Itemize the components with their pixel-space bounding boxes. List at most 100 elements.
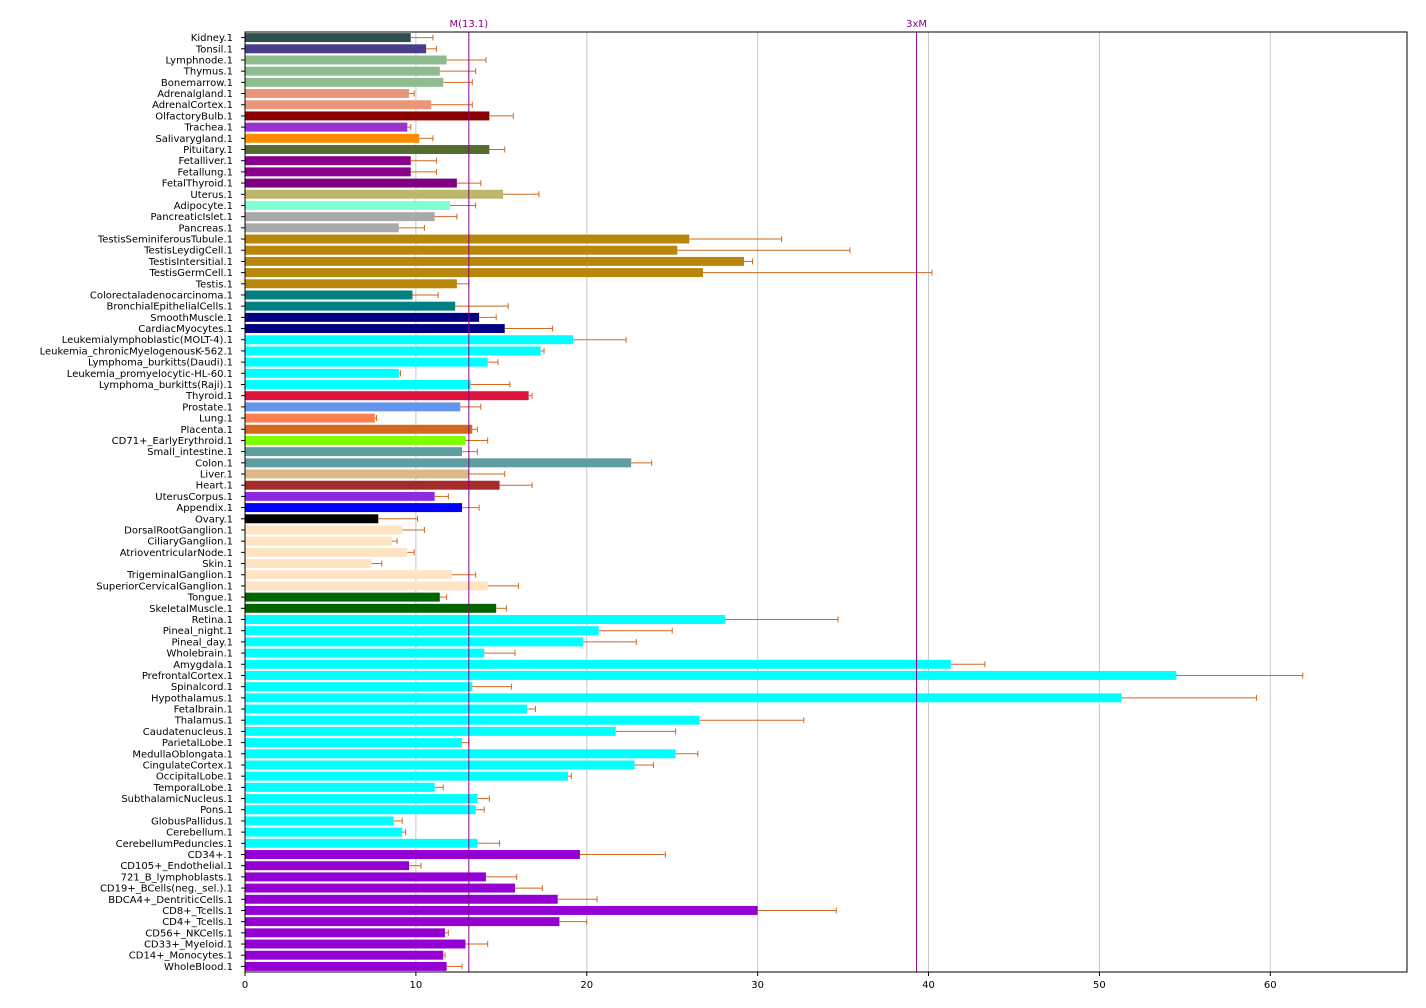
bar-24 xyxy=(245,301,456,311)
category-label-35: Placenta.1 xyxy=(180,425,233,436)
y-axis-category-labels: Kidney.1Tonsil.1Lymphnode.1Thymus.1Bonem… xyxy=(40,33,245,973)
error-bar-58 xyxy=(472,683,513,690)
error-bar-28 xyxy=(540,347,545,354)
bar-1 xyxy=(245,44,427,54)
bar-52 xyxy=(245,615,726,624)
bar-15 xyxy=(245,200,451,210)
category-label-78: CD8+_Tcells.1 xyxy=(162,906,233,917)
error-bar-8 xyxy=(407,124,412,131)
bar-27 xyxy=(245,335,574,345)
bar-19 xyxy=(245,245,678,255)
bar-57 xyxy=(245,670,1177,680)
error-bar-3 xyxy=(439,68,477,75)
category-label-49: SuperiorCervicalGanglion.1 xyxy=(96,581,233,592)
category-label-73: CD34+.1 xyxy=(188,850,233,861)
bar-55 xyxy=(245,648,485,658)
bar-76 xyxy=(245,883,515,893)
category-label-34: Lung.1 xyxy=(199,414,233,425)
bar-12 xyxy=(245,167,411,177)
category-label-6: AdrenalCortex.1 xyxy=(152,100,233,111)
category-label-74: CD105+_Endothelial.1 xyxy=(120,861,233,872)
bar-18 xyxy=(245,234,690,244)
bar-37 xyxy=(245,447,463,457)
bar-11 xyxy=(245,156,411,166)
category-label-77: BDCA4+_DentriticCells.1 xyxy=(108,895,233,906)
bar-33 xyxy=(245,402,461,412)
bar-8 xyxy=(245,122,408,132)
category-label-63: ParietalLobe.1 xyxy=(162,738,233,749)
error-bar-32 xyxy=(528,392,533,399)
error-bar-59 xyxy=(1121,694,1258,701)
error-bar-1 xyxy=(426,45,437,52)
bar-29 xyxy=(245,357,488,367)
category-label-13: FetalThyroid.1 xyxy=(162,179,233,190)
category-label-45: CiliaryGanglion.1 xyxy=(147,537,233,548)
bar-36 xyxy=(245,435,466,445)
bar-26 xyxy=(245,324,505,334)
error-bar-54 xyxy=(583,638,637,645)
category-label-59: Hypothalamus.1 xyxy=(151,693,233,704)
error-bar-0 xyxy=(410,34,434,41)
category-label-41: UterusCorpus.1 xyxy=(155,492,233,503)
error-bar-24 xyxy=(455,303,509,310)
category-label-53: Pineal_night.1 xyxy=(163,626,233,637)
error-bar-69 xyxy=(475,806,485,813)
category-label-19: TestisLeydigCell.1 xyxy=(143,246,233,257)
error-bar-30 xyxy=(398,370,402,377)
error-bar-29 xyxy=(487,359,499,366)
error-bar-7 xyxy=(489,112,514,119)
bar-77 xyxy=(245,894,558,904)
x-tick-label-30: 30 xyxy=(751,980,764,991)
bar-81 xyxy=(245,939,466,949)
bar-50 xyxy=(245,592,440,602)
error-bar-66 xyxy=(567,773,572,780)
category-label-4: Bonemarrow.1 xyxy=(161,78,233,89)
bar-53 xyxy=(245,626,599,636)
error-bar-65 xyxy=(634,761,654,768)
category-label-55: Wholebrain.1 xyxy=(166,649,233,660)
error-bar-68 xyxy=(477,795,490,802)
error-bar-11 xyxy=(410,157,437,164)
bar-61 xyxy=(245,715,700,725)
error-bar-14 xyxy=(503,191,540,198)
bar-49 xyxy=(245,581,488,591)
category-label-10: Pituitary.1 xyxy=(183,145,233,156)
bar-45 xyxy=(245,536,392,546)
bar-7 xyxy=(245,111,490,121)
error-bar-22 xyxy=(456,280,470,287)
error-bar-75 xyxy=(485,873,518,880)
bar-21 xyxy=(245,268,703,278)
category-label-28: Leukemia_chronicMyelogenousK-562.1 xyxy=(40,346,233,357)
bar-80 xyxy=(245,928,445,938)
error-bar-61 xyxy=(699,717,805,724)
category-label-61: Thalamus.1 xyxy=(174,716,233,727)
error-bar-50 xyxy=(439,594,448,601)
x-tick-label-60: 60 xyxy=(1264,980,1277,991)
error-bar-2 xyxy=(446,56,487,63)
error-bar-46 xyxy=(407,549,415,556)
error-bar-33 xyxy=(460,403,482,410)
bar-82 xyxy=(245,950,444,960)
category-label-80: CD56+_NKCells.1 xyxy=(145,928,233,939)
error-bar-76 xyxy=(514,885,543,892)
category-label-60: Fetalbrain.1 xyxy=(174,705,233,716)
bar-63 xyxy=(245,738,463,748)
error-bar-51 xyxy=(496,605,507,612)
bar-3 xyxy=(245,66,440,76)
error-bar-60 xyxy=(526,706,536,713)
error-bar-63 xyxy=(462,739,470,746)
error-bar-34 xyxy=(374,415,378,422)
category-label-18: TestisSeminiferousTubule.1 xyxy=(97,235,233,246)
x-tick-label-40: 40 xyxy=(922,980,935,991)
category-label-68: SubthalamicNucleus.1 xyxy=(121,794,233,805)
bar-6 xyxy=(245,100,432,110)
category-label-47: Skin.1 xyxy=(202,559,233,570)
bar-34 xyxy=(245,413,375,423)
category-label-50: Tongue.1 xyxy=(187,593,233,604)
error-bar-25 xyxy=(479,314,497,321)
x-tick-label-10: 10 xyxy=(410,980,423,991)
category-label-5: Adrenalgland.1 xyxy=(157,89,233,100)
reference-label-0: M(13.1) xyxy=(450,19,489,30)
category-label-83: WholeBlood.1 xyxy=(164,962,233,973)
error-bar-6 xyxy=(431,101,473,108)
